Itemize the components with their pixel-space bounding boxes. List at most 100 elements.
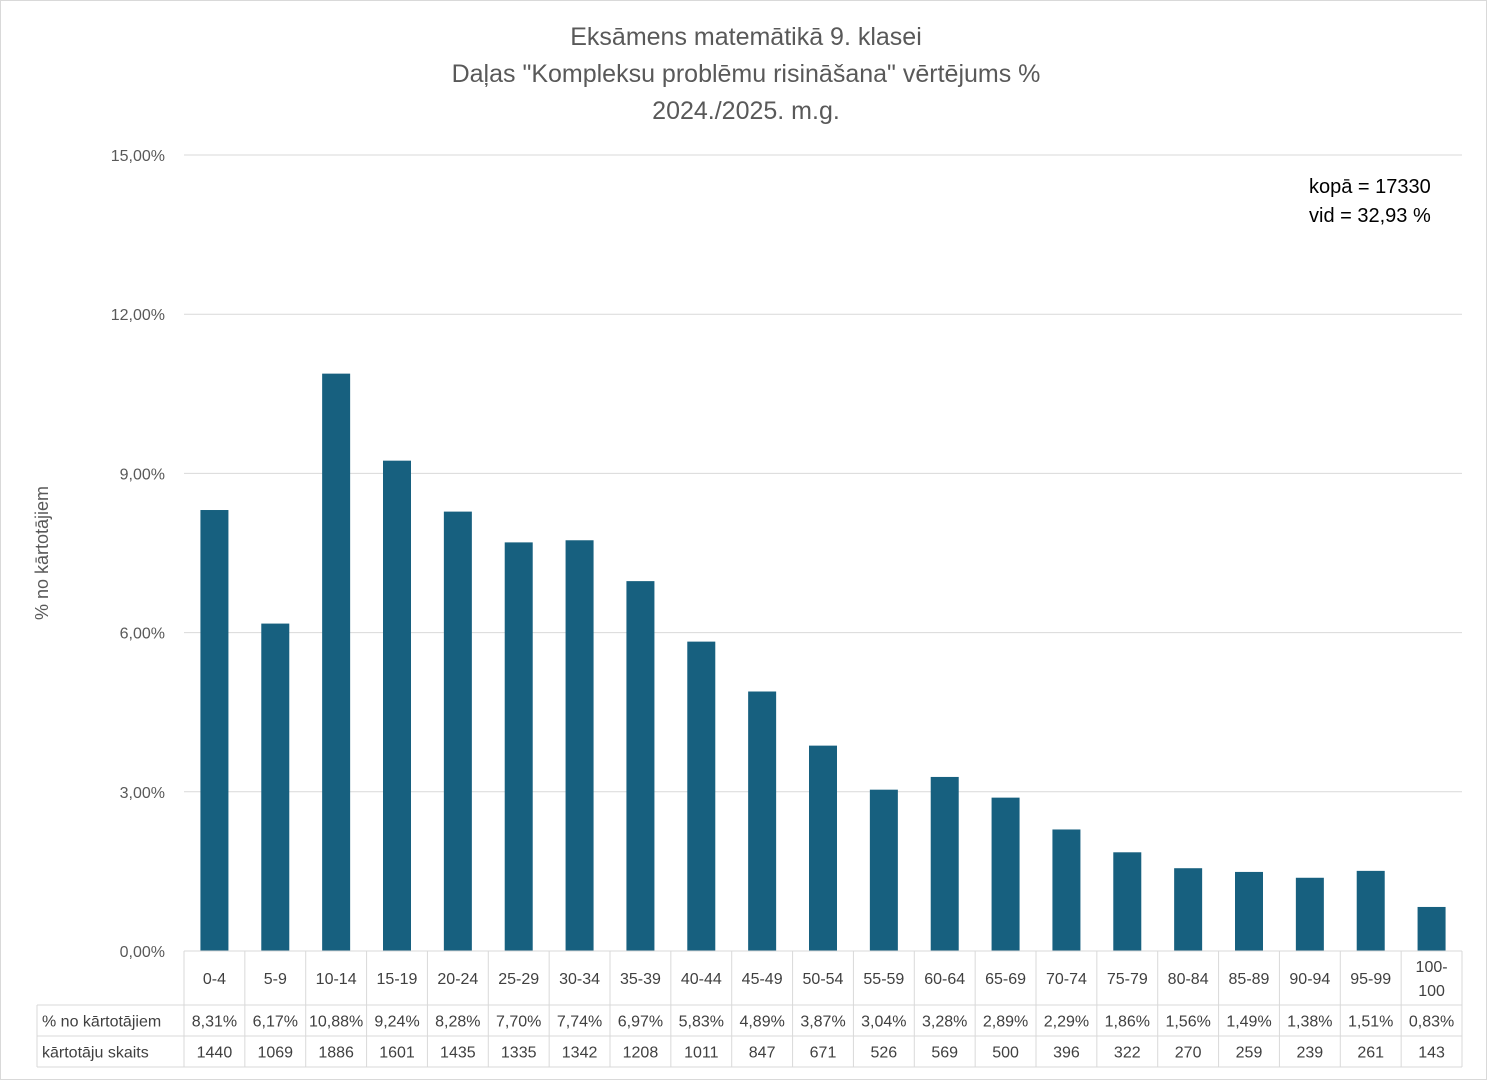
bar-0-4 <box>200 510 229 951</box>
bar-80-84 <box>1174 868 1203 951</box>
table-cell: 1,51% <box>1348 1014 1393 1031</box>
table-cell: 261 <box>1357 1045 1384 1062</box>
bar-30-34 <box>565 540 594 951</box>
x-category-label: 45-49 <box>742 971 783 988</box>
bar-70-74 <box>1052 829 1081 951</box>
x-category-label: 80-84 <box>1168 971 1209 988</box>
table-cell: 1,49% <box>1226 1014 1271 1031</box>
x-category-label: 35-39 <box>620 971 661 988</box>
x-category-label: 85-89 <box>1229 971 1270 988</box>
x-category-label: 100- <box>1416 959 1448 976</box>
table-cell: 671 <box>810 1045 837 1062</box>
x-category-label: 5-9 <box>264 971 287 988</box>
table-cell: 3,28% <box>922 1014 967 1031</box>
table-cell: 9,24% <box>374 1014 419 1031</box>
table-cell: 2,29% <box>1044 1014 1089 1031</box>
table-cell: 0,83% <box>1409 1014 1454 1031</box>
bar-85-89 <box>1235 871 1263 951</box>
bar-40-44 <box>687 641 716 951</box>
table-cell: 847 <box>749 1045 776 1062</box>
x-category-label: 50-54 <box>803 971 844 988</box>
x-category-label: 40-44 <box>681 971 722 988</box>
y-tick-label: 9,00% <box>120 466 165 483</box>
bar-20-24 <box>443 511 472 951</box>
table-cell: 10,88% <box>309 1014 363 1031</box>
bar-65-69 <box>991 797 1020 951</box>
table-cell: 3,04% <box>861 1014 906 1031</box>
bar-50-54 <box>809 745 837 951</box>
table-cell: 1011 <box>684 1045 719 1062</box>
bar-95-99 <box>1356 870 1385 951</box>
bar-90-94 <box>1295 877 1324 951</box>
chart-title-line-3: 2024./2025. m.g. <box>652 97 840 125</box>
table-cell: 8,31% <box>192 1014 237 1031</box>
x-category-label: 65-69 <box>985 971 1026 988</box>
x-category-label: 30-34 <box>559 971 600 988</box>
table-cell: 1335 <box>501 1045 537 1062</box>
bar-45-49 <box>748 691 777 951</box>
y-tick-label: 12,00% <box>111 307 165 324</box>
table-cell: 526 <box>871 1045 898 1062</box>
table-cell: 1,86% <box>1105 1014 1150 1031</box>
x-category-label: 25-29 <box>498 971 539 988</box>
table-cell: 500 <box>992 1045 1019 1062</box>
table-cell: 143 <box>1418 1045 1445 1062</box>
table-row-label: % no kārtotājiem <box>42 1014 161 1031</box>
bar-5-9 <box>261 623 290 951</box>
x-category-label: 60-64 <box>924 971 965 988</box>
chart-title-line-1: Eksāmens matemātikā 9. klasei <box>570 23 922 51</box>
bar-25-29 <box>504 542 533 951</box>
table-cell: 1435 <box>440 1045 476 1062</box>
x-category-label: 90-94 <box>1289 971 1330 988</box>
bar-35-39 <box>626 581 655 951</box>
y-tick-label: 0,00% <box>120 944 165 961</box>
x-category-label: 95-99 <box>1350 971 1391 988</box>
annotation-total: kopā = 17330 <box>1309 176 1431 198</box>
table-cell: 569 <box>931 1045 958 1062</box>
x-category-label: 55-59 <box>863 971 904 988</box>
table-cell: 3,87% <box>800 1014 845 1031</box>
y-tick-label: 15,00% <box>111 148 165 165</box>
x-category-label-cont: 100 <box>1418 983 1445 1000</box>
bar-100-100 <box>1417 906 1446 951</box>
bar-10-14 <box>322 373 351 952</box>
y-tick-label: 6,00% <box>120 626 165 643</box>
table-cell: 239 <box>1297 1045 1324 1062</box>
table-cell: 396 <box>1053 1045 1080 1062</box>
table-cell: 1601 <box>379 1045 415 1062</box>
chart-title-line-2: Daļas "Kompleksu problēmu risināšana" vē… <box>452 60 1041 88</box>
table-cell: 259 <box>1236 1045 1263 1062</box>
x-category-label: 75-79 <box>1107 971 1148 988</box>
bar-55-59 <box>869 789 898 951</box>
table-cell: 2,89% <box>983 1014 1028 1031</box>
table-cell: 322 <box>1114 1045 1141 1062</box>
table-cell: 1,38% <box>1287 1014 1332 1031</box>
x-category-label: 15-19 <box>377 971 418 988</box>
x-category-label: 20-24 <box>437 971 478 988</box>
table-cell: 4,89% <box>739 1014 784 1031</box>
y-tick-label: 3,00% <box>120 785 165 802</box>
table-cell: 1886 <box>318 1045 354 1062</box>
table-cell: 1069 <box>257 1045 293 1062</box>
table-cell: 7,70% <box>496 1014 541 1031</box>
table-cell: 270 <box>1175 1045 1202 1062</box>
table-cell: 1440 <box>197 1045 233 1062</box>
x-category-label: 10-14 <box>316 971 357 988</box>
bar-15-19 <box>383 460 411 951</box>
bar-60-64 <box>930 776 959 951</box>
table-cell: 1342 <box>562 1045 598 1062</box>
x-category-label: 70-74 <box>1046 971 1087 988</box>
table-cell: 1208 <box>623 1045 659 1062</box>
table-cell: 7,74% <box>557 1014 602 1031</box>
table-row-label: kārtotāju skaits <box>42 1045 149 1062</box>
table-cell: 8,28% <box>435 1014 480 1031</box>
table-cell: 5,83% <box>679 1014 724 1031</box>
y-axis-label: % no kārtotājiem <box>32 486 52 620</box>
table-cell: 6,97% <box>618 1014 663 1031</box>
x-category-label: 0-4 <box>203 971 226 988</box>
bar-75-79 <box>1113 852 1142 951</box>
table-cell: 1,56% <box>1165 1014 1210 1031</box>
table-cell: 6,17% <box>253 1014 298 1031</box>
annotation-average: vid = 32,93 % <box>1309 205 1431 227</box>
